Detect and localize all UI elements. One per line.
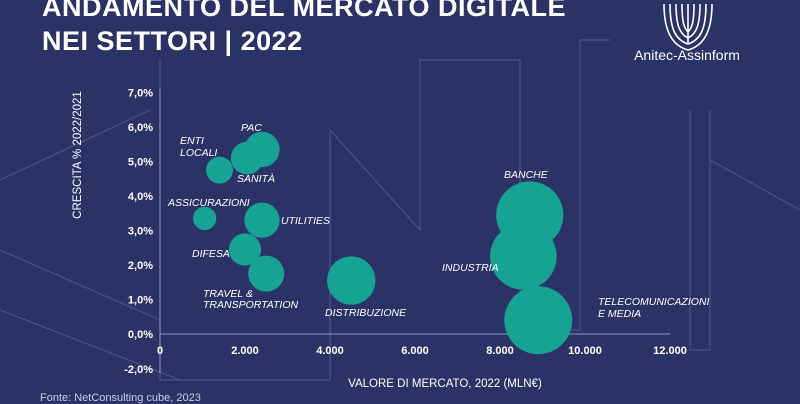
bubble-10	[504, 286, 573, 355]
bubble-9	[490, 223, 557, 290]
title-line-2: NEI SETTORI | 2022	[42, 26, 303, 56]
point-label-10: TELECOMUNICAZIONI E MEDIA	[598, 296, 710, 320]
chart-bubbles	[192, 131, 573, 355]
bubble-3	[192, 206, 217, 231]
x-tick-label: 4.000	[316, 345, 344, 357]
page-title: ANDAMENTO DEL MERCATO DIGITALE NEI SETTO…	[42, 0, 566, 58]
chart-axes: 7,0% 6,0% 5,0% 4,0% 3,0% 2,0% 1,0% 0,0% -2,0% 0 2.…	[72, 88, 687, 391]
point-label-2: SANITÀ	[237, 172, 275, 185]
point-label-5: DIFESA	[192, 248, 230, 260]
point-label-1: PAC	[241, 122, 262, 134]
y-tick-label: 4,0%	[128, 191, 153, 203]
point-label-7: DISTRIBUZIONE	[325, 307, 407, 319]
y-tick-label: 5,0%	[128, 157, 153, 169]
point-label-4: UTILITIES	[281, 215, 330, 227]
x-tick-label: 12.000	[653, 345, 687, 357]
x-tick-label: 2.000	[231, 345, 259, 357]
title-line-1: ANDAMENTO DEL MERCATO DIGITALE	[42, 0, 567, 22]
chart-point-labels: ENTI LOCALI PAC SANITÀ ASSICURAZIONI UTILITIE…	[167, 122, 710, 320]
y-tick-label: 0,0%	[128, 329, 153, 341]
x-tick-label: 10.000	[568, 345, 602, 357]
point-label-0: ENTI LOCALI	[180, 135, 217, 159]
bubble-7	[327, 256, 376, 305]
bubble-4	[244, 202, 280, 238]
y-tick-label: 1,0%	[128, 295, 153, 307]
x-axis-title: VALORE DI MERCATO, 2022 (MLN€)	[348, 378, 542, 390]
bubble-0	[206, 156, 233, 184]
point-label-3: ASSICURAZIONI	[167, 197, 250, 209]
bubble-2	[230, 141, 264, 175]
y-tick-label: -2,0%	[124, 364, 153, 376]
source-note: Fonte: NetConsulting cube, 2023	[40, 392, 201, 404]
bubble-5	[228, 233, 262, 266]
shell-icon	[663, 3, 713, 51]
y-axis-title: CRESCITA % 2022/2021	[72, 91, 84, 219]
y-tick-label: 7,0%	[128, 88, 153, 100]
x-tick-label: 8.000	[486, 345, 514, 357]
x-tick-label: 0	[157, 345, 163, 357]
y-tick-label: 3,0%	[128, 226, 153, 238]
point-label-6: TRAVEL & TRANSPORTATION	[203, 288, 299, 311]
x-tick-label: 6.000	[401, 345, 429, 357]
bubble-6	[248, 255, 285, 292]
point-label-9: INDUSTRIA	[442, 262, 499, 274]
brand-name: Anitec-Assinform	[634, 47, 740, 63]
y-tick-label: 2,0%	[128, 260, 153, 272]
point-label-8: BANCHE	[504, 169, 549, 181]
y-tick-label: 6,0%	[128, 122, 153, 134]
